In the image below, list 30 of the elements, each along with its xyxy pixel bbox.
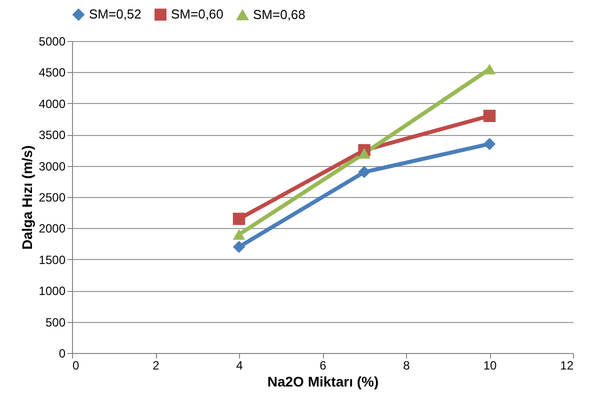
x-tick-label: 10 xyxy=(483,358,497,372)
y-tick-label: 4500 xyxy=(38,66,66,80)
point xyxy=(483,110,496,122)
point xyxy=(232,240,246,254)
point xyxy=(232,212,246,225)
y-tick-label: 5000 xyxy=(38,34,66,48)
legend-label: SM=0,68 xyxy=(253,6,306,22)
x-tick-label: 12 xyxy=(560,358,574,372)
y-tick-label: 3000 xyxy=(38,159,66,174)
point xyxy=(483,138,496,150)
point xyxy=(358,166,370,178)
y-tick-label: 0 xyxy=(58,346,66,360)
point xyxy=(358,148,370,159)
x-tick-label: 8 xyxy=(403,358,410,372)
x-tick-label: 4 xyxy=(236,358,244,372)
point xyxy=(232,229,246,240)
x-axis-title: Na2O Miktarı (%) xyxy=(267,374,379,390)
y-tick-label: 500 xyxy=(45,315,66,330)
x-tick-label: 0 xyxy=(72,358,80,372)
y-tick-label: 2000 xyxy=(38,222,66,236)
y-tick-label: 1500 xyxy=(38,252,66,267)
legend-label: SM=0,60 xyxy=(171,6,224,22)
legend-label: SM=0,52 xyxy=(89,6,142,22)
y-tick-label: 2500 xyxy=(38,190,66,204)
y-tick-label: 1000 xyxy=(38,284,66,298)
x-tick-label: 6 xyxy=(320,358,327,372)
x-tick-label: 2 xyxy=(152,358,160,372)
y-tick-label: 4000 xyxy=(38,96,66,111)
y-axis-title: Dalga Hızı (m/s) xyxy=(18,145,35,250)
y-tick-label: 3500 xyxy=(38,128,66,142)
